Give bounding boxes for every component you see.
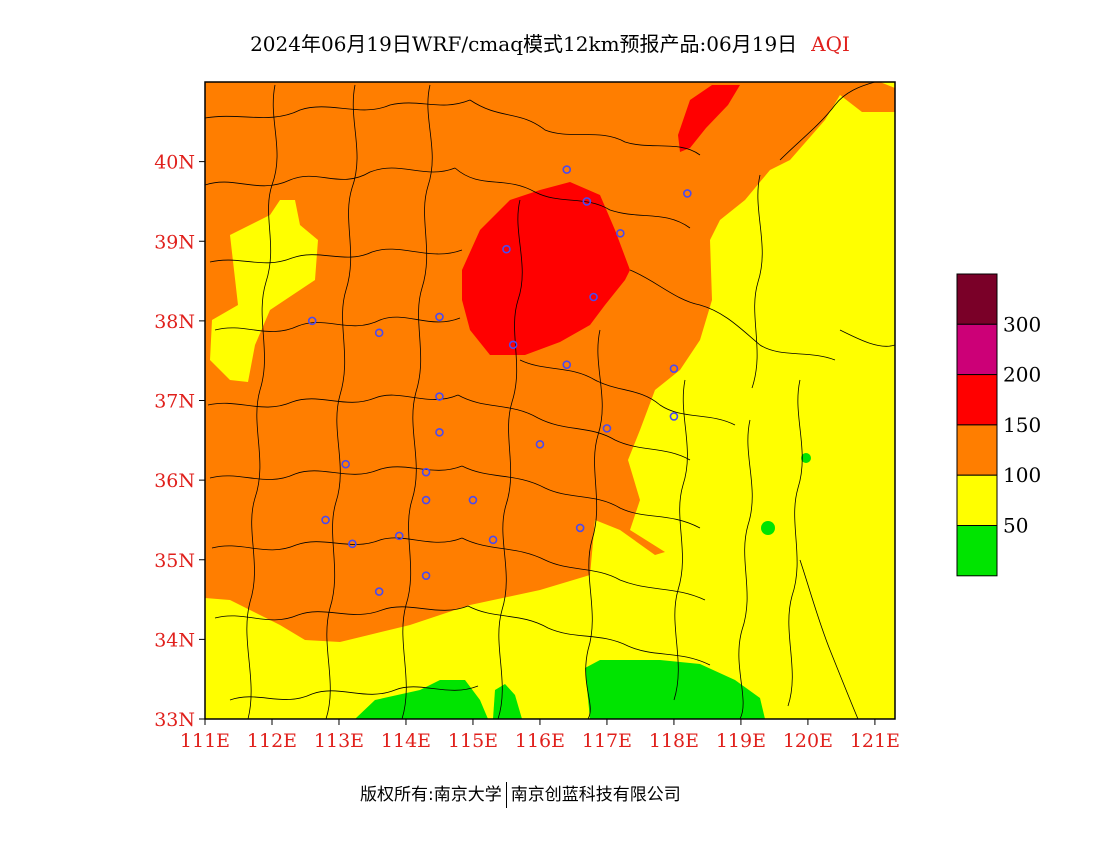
lat-tick-label: 37N [154,391,195,413]
station-marker [502,244,511,254]
copyright-owner: 版权所有:南京大学 [360,785,502,805]
lon-tick-label: 116E [515,730,565,752]
lon-tick-label: 115E [448,730,498,752]
legend-swatch [956,525,998,577]
legend-swatch [956,474,998,527]
title-text: 2024年06月19日WRF/cmaq模式12km预报产品:06月19日 [250,32,798,56]
lat-tick-label: 40N [154,152,195,174]
zone-unhealthy-central [462,182,630,355]
copyright-footer: 版权所有:南京大学 南京创蓝科技有限公司 [360,780,681,808]
lon-tick-label: 119E [716,730,766,752]
station-marker [421,571,431,580]
lon-tick-label: 121E [850,730,900,752]
footer-divider [505,782,507,808]
station-marker [307,316,317,326]
lon-tick-label: 111E [180,730,230,752]
lat-tick-label: 33N [154,709,195,731]
lat-tick-label: 39N [154,231,195,253]
lon-tick-label: 114E [381,730,431,752]
station-marker [374,587,384,596]
station-marker [508,340,518,350]
legend-label: 50 [1003,514,1028,538]
station-marker [562,165,572,174]
station-marker [435,428,444,437]
station-marker [602,424,612,433]
legend-label: 100 [1003,463,1041,487]
station-marker [421,467,431,477]
station-marker [562,360,572,369]
legend-swatch [956,424,998,476]
legend-label: 300 [1003,312,1041,336]
map-area [205,82,895,719]
zone-good-coast-b [801,453,811,463]
legend-swatch [956,323,998,376]
station-marker [669,364,679,373]
lat-tick-label: 34N [154,629,195,651]
lon-tick-label: 117E [582,730,632,752]
zone-unhealthy-sensitive [205,82,895,642]
station-marker [575,523,585,533]
station-marker [616,228,625,238]
lat-tick-label: 38N [154,311,195,333]
chart-title: 2024年06月19日WRF/cmaq模式12km预报产品:06月19日 AQI [0,28,1100,57]
lat-tick-label: 36N [154,470,195,492]
latitude-axis: 40N 39N 38N 37N 36N 35N 34N 33N [154,152,205,731]
admin-boundaries [205,82,895,719]
legend-label: 150 [1003,413,1041,437]
station-marker [321,515,330,525]
station-marker [535,439,545,449]
station-marker [669,412,679,421]
lat-tick-label: 35N [154,550,195,572]
aqi-legend: 300 200 150 100 50 [956,273,1041,577]
zone-good-south-a [355,680,488,719]
lon-tick-label: 118E [649,730,699,752]
zone-unhealthy-north [678,85,740,152]
lon-tick-label: 120E [783,730,833,752]
legend-label: 200 [1003,363,1041,387]
station-marker [488,535,498,545]
lon-tick-label: 112E [247,730,297,752]
legend-swatch [956,374,998,426]
station-marker [374,328,384,338]
station-marker [435,312,444,322]
station-marker [394,531,404,541]
station-markers [307,165,692,596]
station-marker [348,539,357,549]
station-marker [683,189,692,198]
station-marker [435,392,444,401]
station-marker [582,197,592,206]
legend-swatch [956,273,998,325]
station-marker [589,292,598,302]
copyright-company: 南京创蓝科技有限公司 [510,785,681,805]
zone-good-coast-a [761,521,775,535]
zone-good-south-c [585,660,765,719]
product-name: AQI [811,32,850,56]
longitude-axis: 111E 112E 113E 114E 115E 116E 117E 118E 119E 120E… [180,719,900,752]
station-marker [341,459,350,469]
lon-tick-label: 113E [314,730,364,752]
station-marker [468,495,478,505]
station-marker [421,495,431,505]
